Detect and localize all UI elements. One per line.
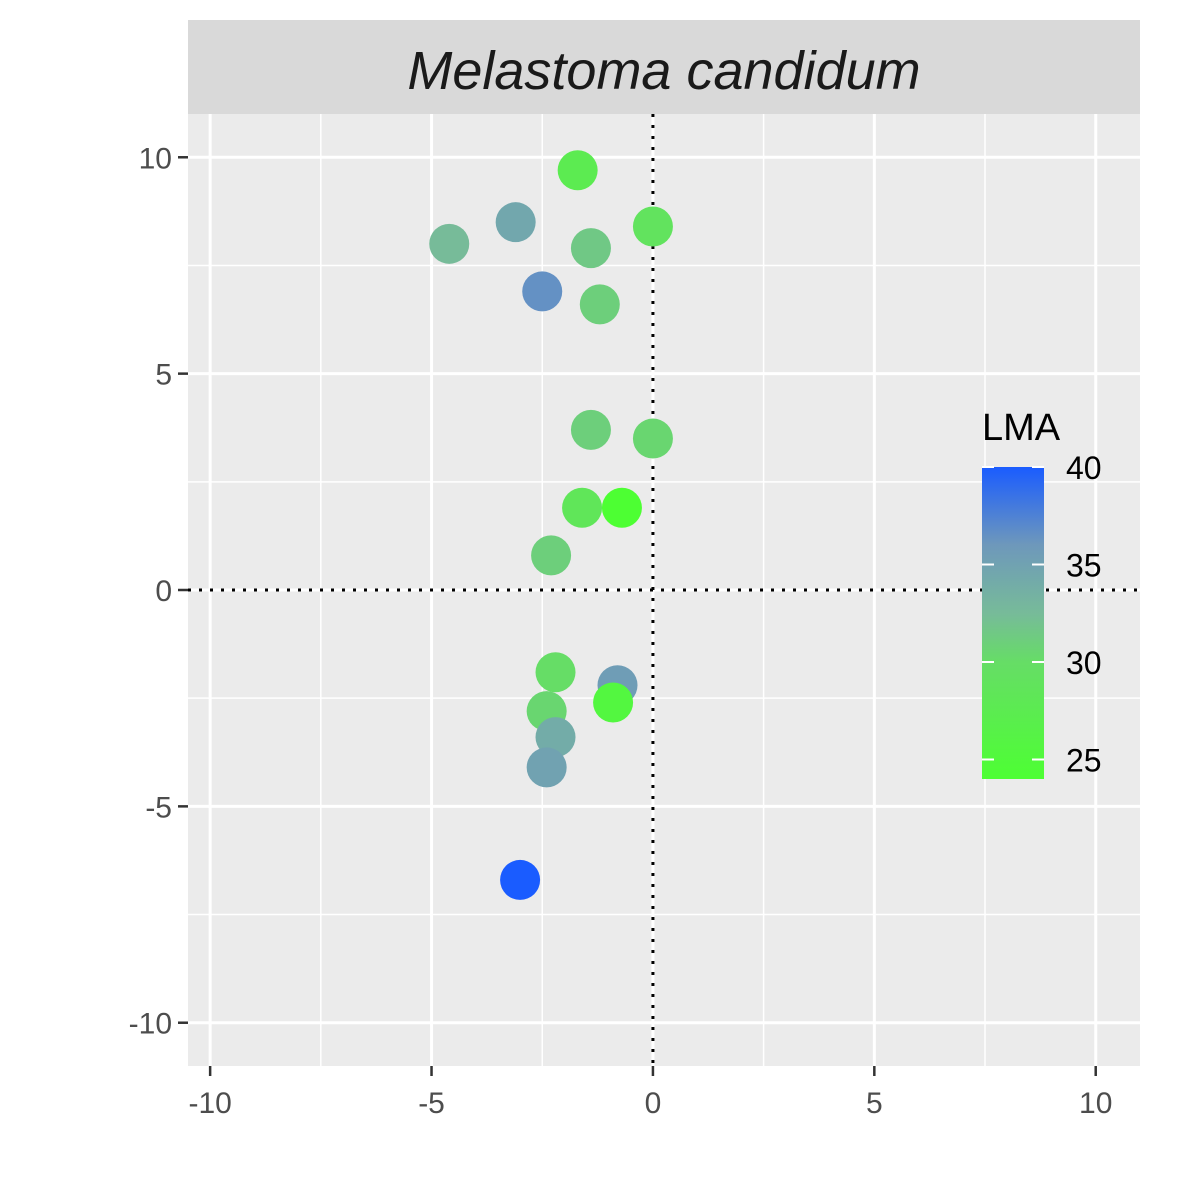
legend-breaks: 25 30 35 40 xyxy=(982,450,1102,779)
data-points xyxy=(429,150,673,900)
legend-colorbar xyxy=(982,467,1044,779)
data-point xyxy=(593,682,634,723)
y-tick-label: 0 xyxy=(155,575,172,608)
y-tick-label: 5 xyxy=(155,359,172,392)
x-tick-label: -5 xyxy=(418,1087,445,1120)
x-tick-label: -10 xyxy=(188,1087,231,1120)
legend: LMA 25 30 35 40 xyxy=(982,407,1102,779)
data-point xyxy=(495,202,536,243)
facet-strip xyxy=(188,20,1140,114)
x-tick-label: 0 xyxy=(645,1087,662,1120)
legend-break-label: 25 xyxy=(1066,743,1102,779)
data-point xyxy=(531,535,572,576)
data-point xyxy=(535,717,576,758)
x-tick-label: 5 xyxy=(866,1087,883,1120)
y-tick-label: 10 xyxy=(139,142,172,175)
data-point xyxy=(429,223,470,264)
data-point xyxy=(579,284,620,325)
y-tick-label: -5 xyxy=(145,791,172,824)
axis-ticks xyxy=(178,156,1097,1076)
data-point xyxy=(522,271,563,312)
data-point xyxy=(500,859,541,900)
legend-break-label: 35 xyxy=(1066,548,1102,584)
x-tick-label: 10 xyxy=(1079,1087,1112,1120)
y-tick-label: -10 xyxy=(129,1008,172,1041)
data-point xyxy=(632,418,673,459)
data-point xyxy=(570,409,611,450)
legend-break-label: 40 xyxy=(1066,450,1102,486)
data-point xyxy=(557,150,598,191)
data-point xyxy=(570,228,611,269)
legend-break-label: 30 xyxy=(1066,645,1102,681)
data-point xyxy=(535,652,576,693)
data-point xyxy=(526,747,567,788)
data-point xyxy=(562,487,603,528)
data-point xyxy=(632,206,673,247)
y-axis-tick-labels: -10 -5 0 5 10 xyxy=(129,142,172,1040)
facet-title: Melastoma candidum xyxy=(407,41,920,101)
x-axis-tick-labels: -10 -5 0 5 10 xyxy=(188,1087,1112,1120)
legend-title: LMA xyxy=(982,407,1061,449)
data-point xyxy=(601,487,642,528)
reference-lines xyxy=(188,114,1140,1066)
